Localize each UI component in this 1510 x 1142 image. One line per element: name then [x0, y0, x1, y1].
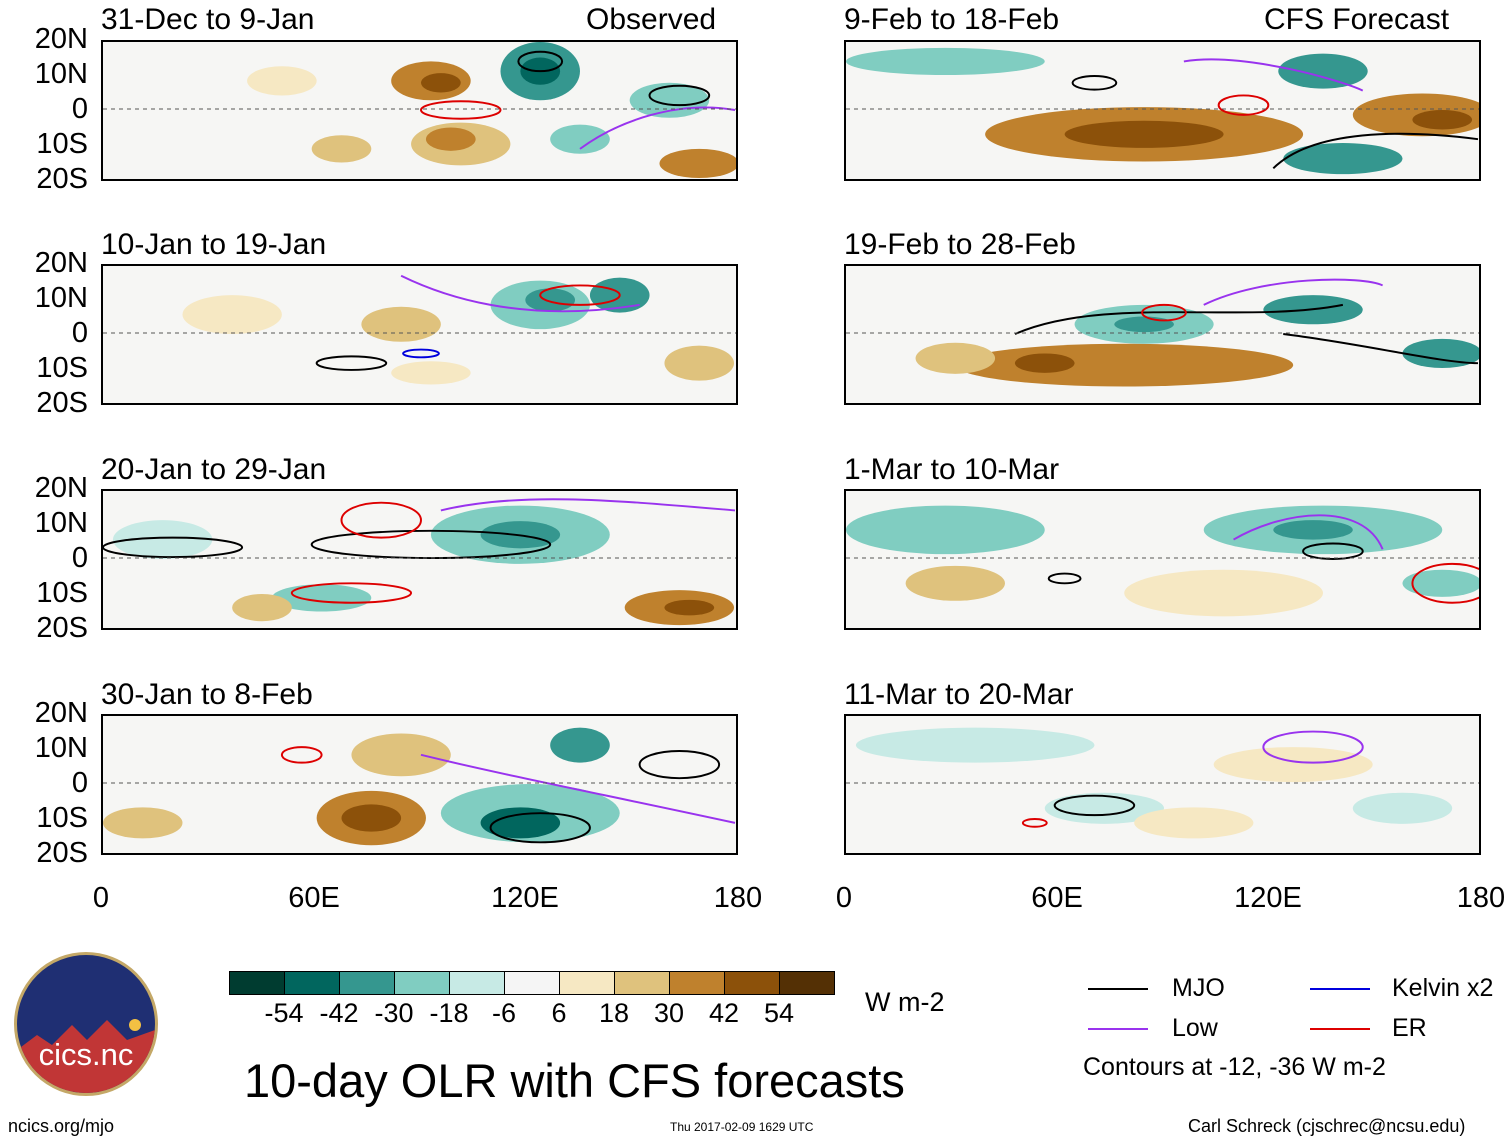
map-panel-forecast-3 — [844, 489, 1481, 630]
lat-label-0-row4: 0 — [71, 767, 88, 799]
colorbar-box-3 — [394, 971, 450, 995]
lat-label-20s-row2: 20S — [36, 387, 88, 419]
legend-swatch-mjo — [1088, 988, 1148, 990]
panel-title-forecast-1: 9-Feb to 18-Feb — [844, 3, 1060, 36]
observed-heading: Observed — [586, 3, 717, 36]
footer-author: Carl Schreck (cjschrec@ncsu.edu) — [1188, 1116, 1466, 1136]
panel-title-forecast-3: 1-Mar to 10-Mar — [844, 453, 1060, 486]
lat-label-10s-row1: 10S — [36, 128, 88, 160]
lat-label-20s-row4: 20S — [36, 837, 88, 869]
lat-label-20n-row3: 20N — [34, 472, 88, 504]
footer-url: ncics.org/mjo — [8, 1116, 115, 1136]
colorbar-box-4 — [449, 971, 505, 995]
colorbar-label-0: -54 — [264, 998, 304, 1028]
legend-label-kelvin: Kelvin x2 — [1392, 974, 1494, 1002]
lon-label-60e-left: 60E — [288, 882, 340, 914]
lat-label-20n-row2: 20N — [34, 247, 88, 279]
lat-label-20n-row1: 20N — [34, 23, 88, 55]
map-panel-forecast-2 — [844, 264, 1481, 405]
panel-title-observed-2: 10-Jan to 19-Jan — [101, 228, 327, 261]
colorbar-box-2 — [339, 971, 395, 995]
panel-title-observed-3: 20-Jan to 29-Jan — [101, 453, 327, 486]
panel-title-observed-1: 31-Dec to 9-Jan — [101, 3, 315, 36]
lat-label-0-row1: 0 — [71, 93, 88, 125]
colorbar-label-3: -18 — [429, 998, 469, 1028]
logo-text: cics.nc — [38, 1037, 134, 1072]
legend-label-low: Low — [1172, 1014, 1218, 1042]
legend-swatch-kelvin — [1310, 988, 1370, 990]
forecast-heading: CFS Forecast — [1264, 3, 1450, 36]
main-title: 10-day OLR with CFS forecasts — [244, 1054, 905, 1107]
lon-label-0-right: 0 — [835, 882, 853, 914]
map-panel-observed-2 — [101, 264, 738, 405]
colorbar-label-5: 6 — [551, 998, 567, 1028]
lon-label-120e-right: 120E — [1234, 882, 1302, 914]
map-panel-observed-4 — [101, 714, 738, 855]
lat-label-0-row2: 0 — [71, 317, 88, 349]
lon-label-180-left: 180 — [713, 882, 763, 914]
lat-label-10n-row4: 10N — [34, 732, 88, 764]
lat-label-0-row3: 0 — [71, 542, 88, 574]
colorbar-label-1: -42 — [319, 998, 359, 1028]
lon-label-180-right: 180 — [1456, 882, 1506, 914]
map-panel-forecast-4 — [844, 714, 1481, 855]
colorbar-box-7 — [614, 971, 670, 995]
map-panel-observed-1 — [101, 40, 738, 181]
colorbar-box-9 — [724, 971, 780, 995]
legend-swatch-er — [1310, 1028, 1370, 1030]
colorbar-label-6: 18 — [598, 998, 630, 1028]
lat-label-10n-row2: 10N — [34, 282, 88, 314]
colorbar-label-8: 42 — [708, 998, 740, 1028]
panel-title-forecast-2: 19-Feb to 28-Feb — [844, 228, 1076, 261]
lon-label-60e-right: 60E — [1031, 882, 1083, 914]
colorbar-box-5 — [504, 971, 560, 995]
lat-label-10n-row1: 10N — [34, 58, 88, 90]
footer-timestamp: Thu 2017-02-09 1629 UTC — [670, 1120, 814, 1134]
colorbar-label-7: 30 — [653, 998, 685, 1028]
map-panel-forecast-1 — [844, 40, 1481, 181]
panel-title-forecast-4: 11-Mar to 20-Mar — [844, 678, 1074, 711]
cics-logo: cics.nc — [14, 952, 158, 1096]
legend-swatch-low — [1088, 1028, 1148, 1030]
colorbar-box-10 — [779, 971, 835, 995]
lon-label-120e-left: 120E — [491, 882, 559, 914]
legend-label-er: ER — [1392, 1014, 1427, 1042]
lat-label-10s-row3: 10S — [36, 577, 88, 609]
colorbar-label-2: -30 — [374, 998, 414, 1028]
panel-title-observed-4: 30-Jan to 8-Feb — [101, 678, 313, 711]
colorbar-box-6 — [559, 971, 615, 995]
lat-label-20n-row4: 20N — [34, 697, 88, 729]
colorbar-units: W m-2 — [865, 987, 945, 1017]
lat-label-20s-row3: 20S — [36, 612, 88, 644]
lat-label-20s-row1: 20S — [36, 163, 88, 195]
lat-label-10s-row2: 10S — [36, 352, 88, 384]
lon-label-0-left: 0 — [92, 882, 110, 914]
colorbar-box-0 — [229, 971, 285, 995]
map-panel-observed-3 — [101, 489, 738, 630]
legend-label-mjo: MJO — [1172, 974, 1225, 1002]
colorbar-label-9: 54 — [763, 998, 795, 1028]
lat-label-10n-row3: 10N — [34, 507, 88, 539]
lat-label-10s-row4: 10S — [36, 802, 88, 834]
colorbar-box-8 — [669, 971, 725, 995]
colorbar-label-4: -6 — [491, 998, 516, 1028]
legend-note: Contours at -12, -36 W m-2 — [1083, 1053, 1386, 1081]
colorbar-box-1 — [284, 971, 340, 995]
